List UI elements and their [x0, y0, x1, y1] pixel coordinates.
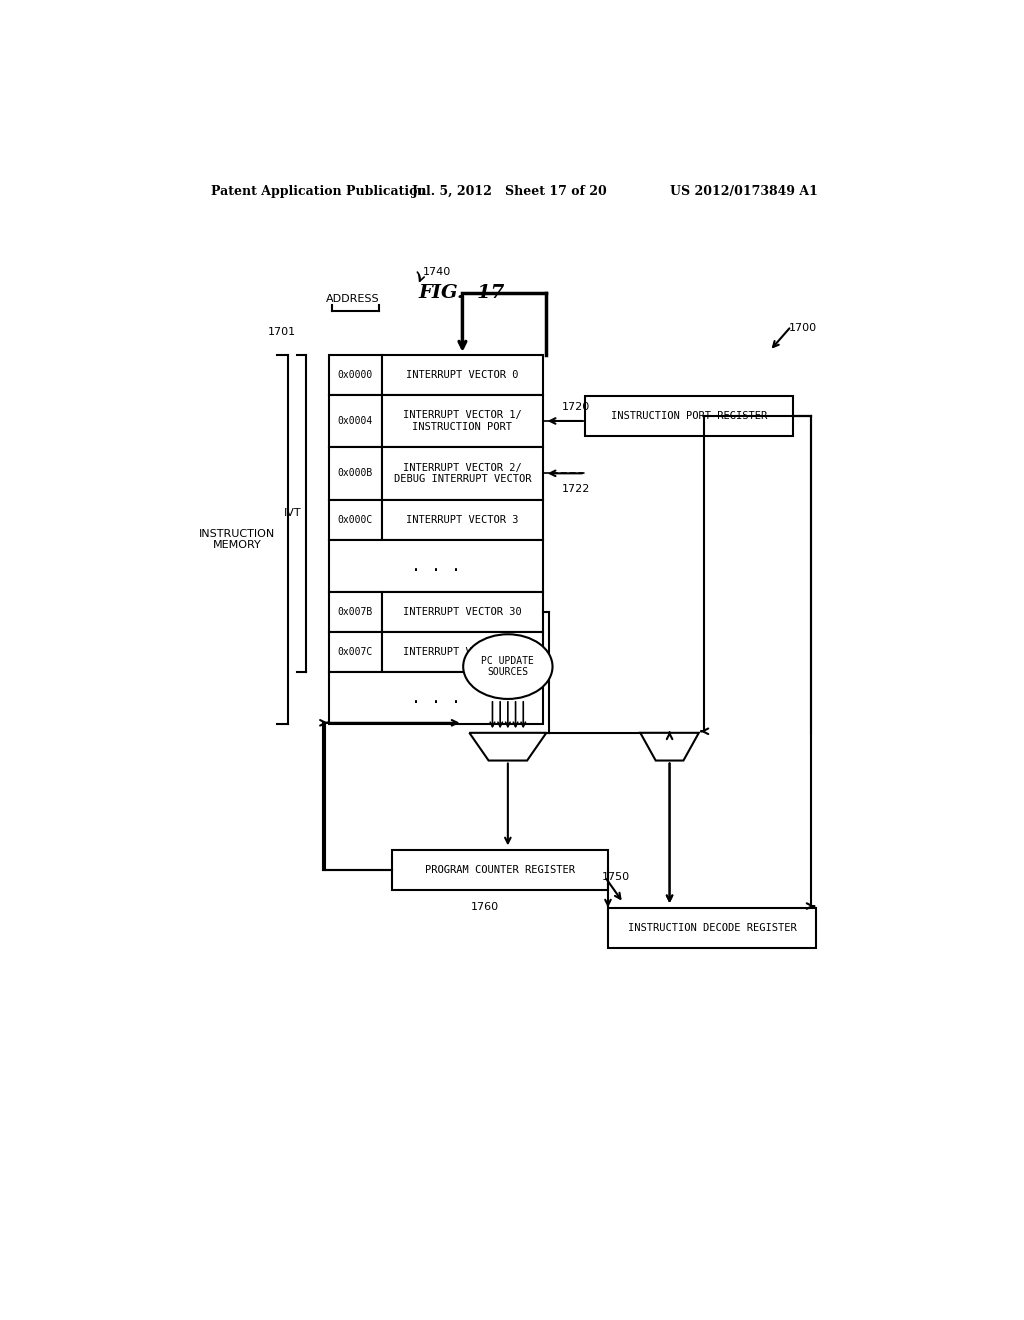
Text: Jul. 5, 2012   Sheet 17 of 20: Jul. 5, 2012 Sheet 17 of 20 [412, 185, 607, 198]
Ellipse shape [463, 635, 553, 700]
Text: 0x007B: 0x007B [338, 607, 373, 616]
Text: PC UPDATE
SOURCES: PC UPDATE SOURCES [481, 656, 535, 677]
Text: US 2012/0173849 A1: US 2012/0173849 A1 [670, 185, 817, 198]
Text: IVT: IVT [284, 508, 301, 519]
Text: 1750: 1750 [602, 871, 630, 882]
Text: 1722: 1722 [562, 483, 590, 494]
Text: 0x007C: 0x007C [338, 647, 373, 657]
Bar [330, 591, 382, 632]
Bar [608, 908, 816, 948]
Bar [382, 355, 544, 395]
Bar [330, 672, 544, 725]
Text: 0x000C: 0x000C [338, 515, 373, 524]
Text: 0x0004: 0x0004 [338, 416, 373, 426]
Bar [330, 355, 382, 395]
Text: INTERRUPT VECTOR 30: INTERRUPT VECTOR 30 [403, 607, 522, 616]
Text: 1740: 1740 [423, 267, 452, 277]
Bar [382, 395, 544, 447]
Bar [392, 850, 608, 890]
Text: INTERRUPT VECTOR 1/
INSTRUCTION PORT: INTERRUPT VECTOR 1/ INSTRUCTION PORT [403, 411, 522, 432]
Bar [330, 499, 382, 540]
Bar [330, 447, 382, 499]
Bar [382, 591, 544, 632]
Bar [330, 540, 544, 591]
Bar [330, 395, 382, 447]
Bar [382, 499, 544, 540]
Text: INTERRUPT VECTOR 2/
DEBUG INTERRUPT VECTOR: INTERRUPT VECTOR 2/ DEBUG INTERRUPT VECT… [393, 462, 531, 484]
Text: FIG.  17: FIG. 17 [419, 284, 505, 302]
Text: INSTRUCTION DECODE REGISTER: INSTRUCTION DECODE REGISTER [628, 923, 797, 933]
Text: INSTRUCTION PORT REGISTER: INSTRUCTION PORT REGISTER [610, 411, 767, 421]
Text: . . .: . . . [412, 689, 461, 708]
Text: 0x0000: 0x0000 [338, 370, 373, 380]
Text: INTERRUPT VECTOR 0: INTERRUPT VECTOR 0 [407, 370, 519, 380]
Text: INTERRUPT VECTOR 3: INTERRUPT VECTOR 3 [407, 515, 519, 524]
Text: PROGRAM COUNTER REGISTER: PROGRAM COUNTER REGISTER [425, 865, 575, 875]
Text: 0x000B: 0x000B [338, 469, 373, 478]
Polygon shape [469, 733, 547, 760]
Text: . . .: . . . [412, 557, 461, 574]
Bar [330, 632, 382, 672]
Bar [382, 632, 544, 672]
Bar [382, 447, 544, 499]
Bar [585, 396, 793, 436]
Text: 1760: 1760 [471, 902, 499, 912]
Text: Patent Application Publication: Patent Application Publication [211, 185, 427, 198]
Text: 1720: 1720 [562, 403, 590, 412]
Text: ADDRESS: ADDRESS [326, 294, 379, 304]
Text: 1700: 1700 [788, 323, 817, 333]
Text: INTERRUPT VECTOR 31: INTERRUPT VECTOR 31 [403, 647, 522, 657]
Polygon shape [640, 733, 698, 760]
Text: 1701: 1701 [268, 326, 296, 337]
Text: INSTRUCTION
MEMORY: INSTRUCTION MEMORY [199, 529, 275, 550]
